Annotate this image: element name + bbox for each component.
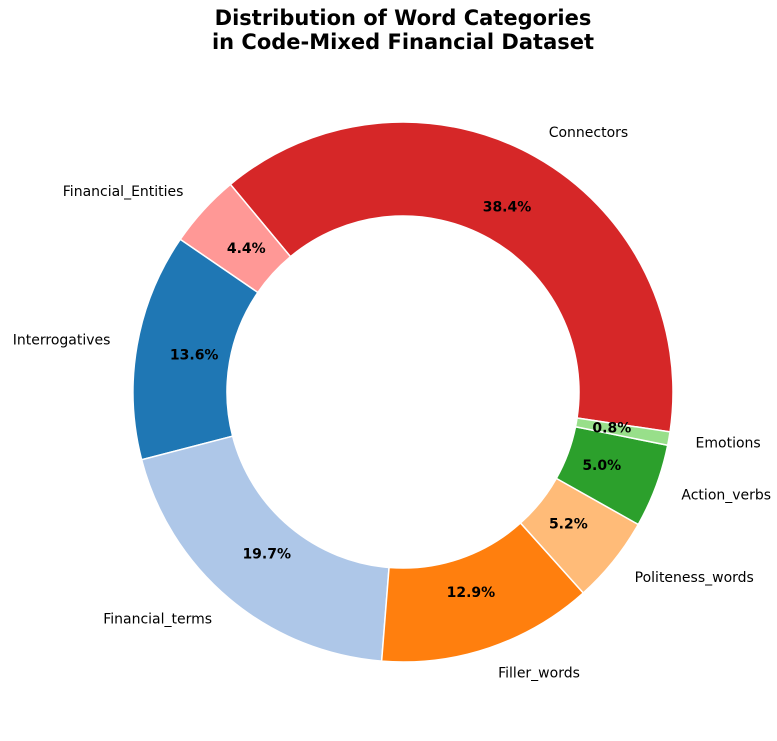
slice-label-action-verbs: Action_verbs <box>681 487 771 503</box>
slice-label-financial-terms: Financial_terms <box>103 612 212 628</box>
slice-percent-connectors: 38.4% <box>483 199 532 215</box>
slice-percent-interrogatives: 13.6% <box>170 347 219 363</box>
slice-label-financial-entities: Financial_Entities <box>63 184 184 200</box>
slice-label-emotions: Emotions <box>696 435 761 451</box>
slice-financial-terms <box>140 435 390 662</box>
slice-percent-action-verbs: 5.0% <box>582 458 621 474</box>
slice-percent-politeness-words: 5.2% <box>549 517 588 533</box>
chart-title: Distribution of Word Categories in Code-… <box>0 6 777 54</box>
slice-label-interrogatives: Interrogatives <box>13 333 111 349</box>
slice-label-filler-words: Filler_words <box>498 665 580 681</box>
slice-label-connectors: Connectors <box>549 125 629 141</box>
slice-percent-financial-terms: 19.7% <box>242 546 291 562</box>
slice-connectors <box>229 121 674 433</box>
chart-title-line-1: Distribution of Word Categories <box>214 6 592 30</box>
slice-percent-emotions: 0.8% <box>592 421 631 437</box>
slice-label-politeness-words: Politeness_words <box>635 570 754 586</box>
chart-title-line-2: in Code-Mixed Financial Dataset <box>211 30 595 54</box>
donut-labels: Connectors 38.4% Financial_Entities 4.4% Int… <box>13 125 771 681</box>
slice-percent-filler-words: 12.9% <box>447 585 496 601</box>
slice-percent-financial-entities: 4.4% <box>227 241 266 257</box>
donut-slices <box>132 121 674 663</box>
slice-emotions <box>574 417 671 447</box>
